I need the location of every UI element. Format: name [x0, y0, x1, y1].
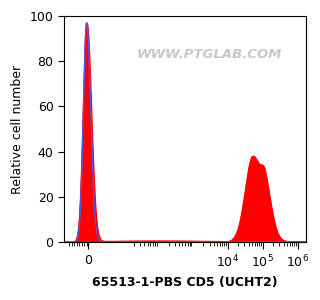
Text: WWW.PTGLAB.COM: WWW.PTGLAB.COM [137, 48, 282, 61]
X-axis label: 65513-1-PBS CD5 (UCHT2): 65513-1-PBS CD5 (UCHT2) [92, 276, 278, 289]
Y-axis label: Relative cell number: Relative cell number [11, 64, 24, 194]
